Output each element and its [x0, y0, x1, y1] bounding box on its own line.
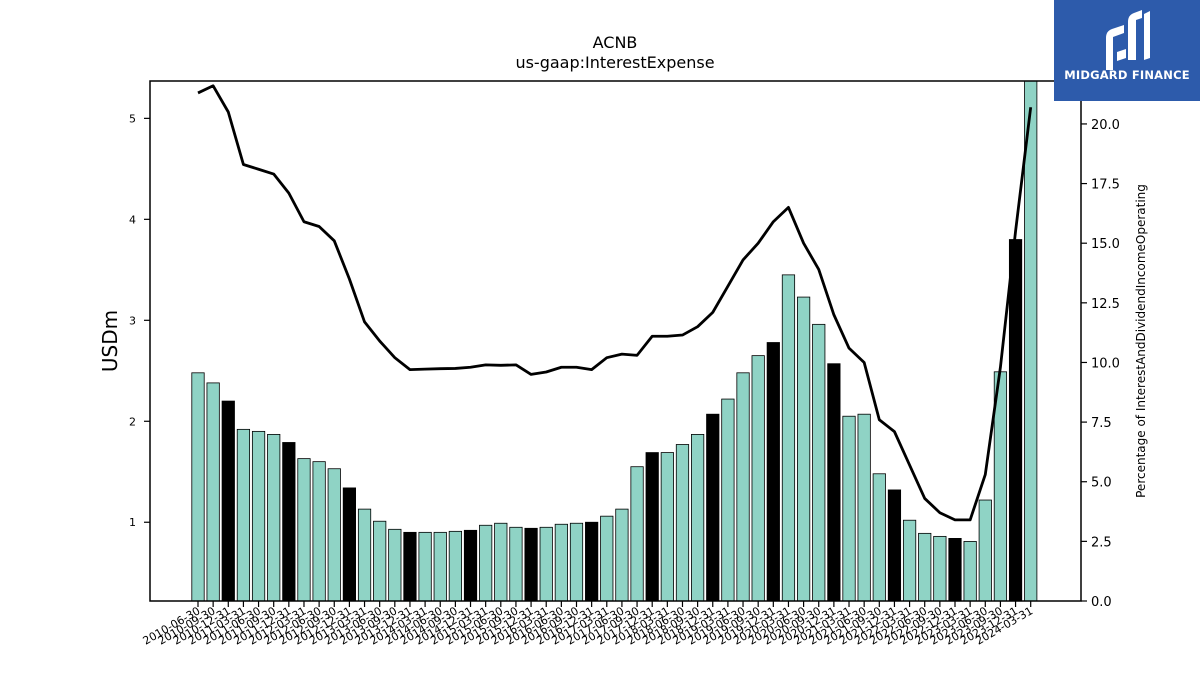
bar: [509, 526, 523, 602]
bar: [736, 372, 750, 602]
bar: [812, 323, 826, 602]
bar: [569, 522, 584, 602]
plot-frame: [149, 80, 1082, 602]
bar: [675, 444, 690, 602]
logo: MIDGARD FINANCE: [1054, 0, 1200, 101]
bar: [978, 499, 992, 602]
y2-tick-label: 2.5: [1091, 535, 1112, 550]
y-tick-label: 1: [129, 516, 136, 529]
bar: [554, 523, 568, 602]
bar: [388, 528, 402, 602]
bar: [857, 413, 871, 602]
bar: [357, 508, 372, 602]
bar: [282, 442, 296, 602]
series-line: [197, 84, 1033, 522]
y-tick-label: 3: [129, 314, 136, 327]
bar-series: [191, 80, 1038, 602]
y-axis-left: 1 2 3 4 5: [129, 112, 150, 529]
y2-tick-label: 7.5: [1091, 416, 1112, 431]
bar: [660, 452, 674, 602]
bar: [403, 531, 417, 602]
bar: [251, 430, 266, 602]
bar: [327, 468, 341, 602]
bar: [706, 413, 720, 602]
bar: [236, 428, 251, 602]
bar: [433, 531, 447, 602]
bar: [963, 541, 977, 602]
bar: [267, 433, 281, 602]
y-tick-label: 2: [129, 415, 136, 428]
bar: [1008, 239, 1023, 602]
bar: [842, 415, 856, 602]
y2-tick-label: 0.0: [1091, 595, 1112, 610]
logo-text: MIDGARD FINANCE: [1064, 68, 1190, 82]
bar: [751, 355, 765, 602]
y-axis-label: USDm: [98, 310, 122, 372]
bar: [494, 522, 508, 602]
bar: [872, 473, 886, 602]
bar: [645, 452, 659, 602]
bar: [418, 531, 432, 602]
chart-title: ACNB: [593, 33, 638, 52]
y2-tick-label: 10.0: [1091, 356, 1120, 371]
x-axis: 2010-06-302010-09-302010-12-312011-03-31…: [141, 601, 1035, 648]
bar: [615, 508, 629, 602]
bar: [902, 519, 917, 602]
bar: [797, 296, 811, 602]
bar: [585, 521, 599, 602]
y2-axis-label: Percentage of InterestAndDividendIncomeO…: [1134, 184, 1148, 498]
bar: [691, 433, 705, 602]
y2-tick-label: 20.0: [1091, 118, 1120, 133]
bar: [448, 530, 462, 602]
logo-mark-icon: [1106, 10, 1150, 70]
bar: [463, 529, 478, 602]
bar: [781, 274, 796, 602]
bar: [539, 526, 553, 602]
y2-tick-label: 12.5: [1091, 297, 1120, 312]
bar: [721, 398, 735, 602]
line-series: [197, 84, 1033, 522]
bar: [312, 461, 326, 602]
bar: [191, 372, 205, 602]
bar: [221, 400, 235, 602]
bar: [766, 342, 780, 602]
y-tick-label: 4: [129, 213, 136, 226]
bar: [206, 382, 220, 602]
y-tick-label: 5: [129, 112, 136, 125]
bar: [948, 538, 962, 602]
bar: [342, 487, 357, 602]
bar: [630, 466, 644, 602]
bar: [918, 532, 932, 602]
y2-tick-label: 5.0: [1091, 476, 1112, 491]
bar: [524, 527, 538, 602]
chart-subtitle: us-gaap:InterestExpense: [515, 53, 714, 72]
bar: [827, 363, 841, 602]
y2-tick-label: 15.0: [1091, 237, 1120, 252]
bar: [373, 520, 387, 602]
bar: [933, 535, 947, 602]
bar: [1024, 80, 1038, 602]
y-axis-right: 0.0 2.5 5.0 7.5 10.0 12.5 15.0 17.5 20.0: [1081, 118, 1120, 610]
bar: [600, 515, 614, 602]
bar: [479, 524, 493, 602]
y2-tick-label: 17.5: [1091, 178, 1120, 193]
bar: [297, 458, 311, 602]
bar: [887, 489, 902, 602]
